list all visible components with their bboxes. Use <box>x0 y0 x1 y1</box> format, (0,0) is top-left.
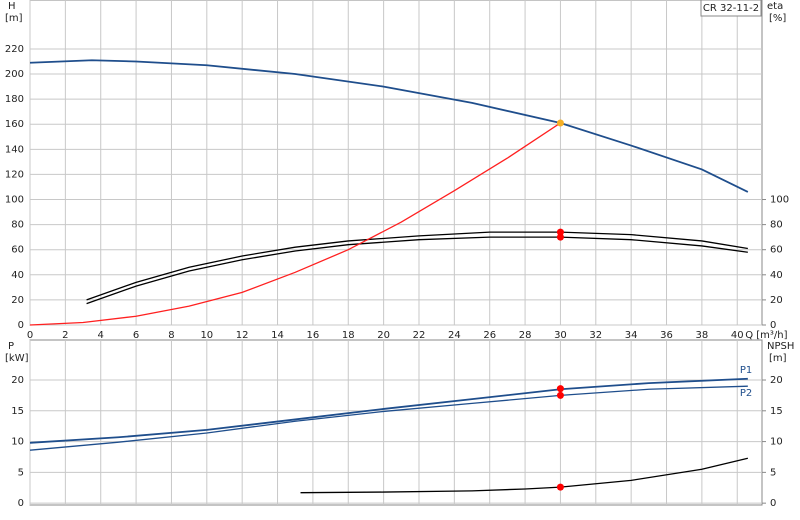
y-axis-unit: [m] <box>5 13 23 24</box>
y-tick-label: 60 <box>11 245 24 256</box>
duty-point <box>556 119 564 127</box>
y2-tick-label: 80 <box>770 220 783 231</box>
duty-point <box>556 228 564 236</box>
x-tick-label: 10 <box>200 330 213 341</box>
x-tick-label: 12 <box>236 330 249 341</box>
y2-tick-label: 15 <box>770 406 783 417</box>
x-tick-label: 2 <box>62 330 68 341</box>
y-tick-label: 160 <box>5 119 24 130</box>
y-axis-unit: [kW] <box>5 353 29 364</box>
y2-tick-label: 10 <box>770 437 783 448</box>
y-tick-label: 220 <box>5 44 24 55</box>
y2-axis-unit: [%] <box>769 13 786 24</box>
y2-tick-label: 20 <box>770 375 783 386</box>
x-tick-label: 0 <box>27 330 33 341</box>
y-tick-label: 10 <box>11 437 24 448</box>
y2-axis-unit: [m] <box>769 353 787 364</box>
y-tick-label: 0 <box>18 320 24 331</box>
y-tick-label: 200 <box>5 69 24 80</box>
x-tick-label: 14 <box>271 330 284 341</box>
x-tick-label: 16 <box>307 330 320 341</box>
x-tick-label: 36 <box>660 330 673 341</box>
series-line <box>29 385 748 451</box>
series-label: P2 <box>740 388 752 399</box>
x-tick-label: 18 <box>342 330 355 341</box>
x-tick-label: 20 <box>377 330 390 341</box>
y-tick-label: 100 <box>5 195 24 206</box>
series-line <box>300 457 749 494</box>
y2-tick-label: 100 <box>770 195 789 206</box>
y2-tick-label: 0 <box>770 498 776 509</box>
annotation: CR 32-11-2 <box>703 3 759 14</box>
x-tick-label: 22 <box>413 330 426 341</box>
series-label: P1 <box>740 365 752 376</box>
plot-area <box>29 0 763 326</box>
x-tick-label: 26 <box>483 330 496 341</box>
y-axis-label: H <box>8 1 16 12</box>
x-tick-label: 8 <box>168 330 174 341</box>
y-tick-label: 180 <box>5 94 24 105</box>
annotation-box <box>700 0 762 17</box>
y-tick-label: 15 <box>11 406 24 417</box>
y2-tick-label: 0 <box>770 320 776 331</box>
duty-point <box>556 233 564 241</box>
x-tick-label: 38 <box>696 330 709 341</box>
plot-area <box>29 339 763 506</box>
x-tick-label: 24 <box>448 330 461 341</box>
y2-axis-label: NPSH <box>767 341 794 352</box>
x-tick-label: 4 <box>98 330 104 341</box>
y-tick-label: 140 <box>5 144 24 155</box>
x-tick-label: 34 <box>625 330 638 341</box>
x-axis-label: Q [m³/h] <box>745 330 787 341</box>
y-tick-label: 20 <box>11 295 24 306</box>
y-tick-label: 0 <box>18 498 24 509</box>
y-tick-label: 120 <box>5 169 24 180</box>
x-tick-label: 28 <box>519 330 532 341</box>
y-axis-label: P <box>8 341 14 352</box>
series-line <box>29 59 749 193</box>
duty-point <box>556 385 564 393</box>
series-line <box>86 231 748 301</box>
y-tick-label: 5 <box>18 467 24 478</box>
y2-tick-label: 40 <box>770 270 783 281</box>
y-tick-label: 80 <box>11 220 24 231</box>
x-tick-label: 32 <box>589 330 602 341</box>
y2-tick-label: 5 <box>770 467 776 478</box>
x-tick-label: 30 <box>554 330 567 341</box>
y-tick-label: 20 <box>11 375 24 386</box>
series-line <box>29 377 748 444</box>
x-tick-label: 40 <box>731 330 744 341</box>
duty-point <box>556 391 564 399</box>
series-line <box>86 236 748 305</box>
y2-axis-label: eta <box>767 1 783 12</box>
x-tick-label: 6 <box>133 330 139 341</box>
duty-point <box>556 483 564 491</box>
y2-tick-label: 20 <box>770 295 783 306</box>
y2-tick-label: 60 <box>770 245 783 256</box>
y-tick-label: 40 <box>11 270 24 281</box>
series-line <box>29 122 561 326</box>
